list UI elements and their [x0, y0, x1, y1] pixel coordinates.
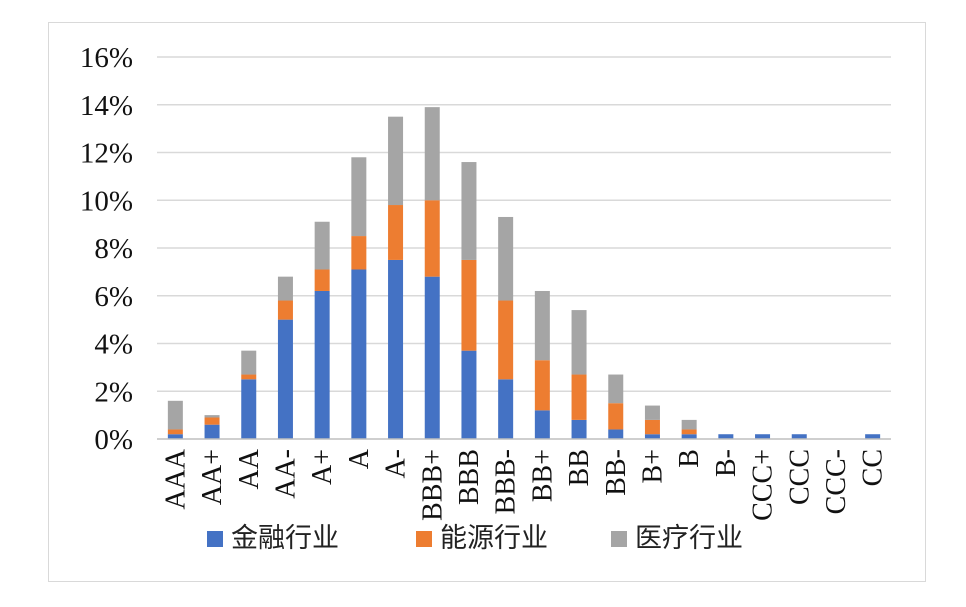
- bar-segment: [424, 276, 440, 439]
- x-category-label: B+: [637, 449, 668, 483]
- x-category-label: AA-: [270, 449, 301, 499]
- bar-segment: [644, 434, 660, 439]
- bar-segment: [204, 415, 220, 418]
- bar-segment: [424, 200, 440, 277]
- bar-segment: [571, 374, 587, 420]
- bar-segment: [644, 405, 660, 420]
- x-category-label: BBB-: [491, 449, 522, 514]
- x-category-label: AA: [234, 448, 265, 489]
- bar-segment: [351, 157, 367, 237]
- bar-segment: [167, 400, 183, 430]
- bar-segment: [167, 429, 183, 435]
- stacked-bar-chart: 0%2%4%6%8%10%12%14%16% AAA AA+ AA AA- A+ A A- B…: [80, 42, 891, 554]
- y-tick-label: 0%: [94, 424, 133, 456]
- bar-segment: [314, 290, 330, 439]
- gridlines: [157, 56, 891, 392]
- y-tick-label: 6%: [94, 281, 133, 313]
- bar-segment: [718, 434, 734, 439]
- y-axis-ticks: 0% 2% 4% 6% 8% 10% 12% 14% 16%: [80, 42, 133, 456]
- legend-swatch: [207, 531, 223, 547]
- bar-segment: [314, 269, 330, 291]
- bar-segment: [424, 107, 440, 201]
- bar-segment: [277, 276, 293, 301]
- y-tick-label: 8%: [94, 233, 133, 265]
- bar-segment: [865, 434, 881, 439]
- x-axis-categories: AAA AA+ AA AA- A+ A A- BBB+ BBB BBB- BB+ BB BB- B+ B B-…: [160, 448, 888, 521]
- bar-segment: [204, 417, 220, 425]
- bar-segment: [461, 350, 477, 439]
- x-category-label: BBB: [454, 449, 485, 505]
- legend-label: 能源行业: [440, 523, 548, 554]
- x-category-label: AA+: [197, 449, 228, 505]
- y-tick-label: 16%: [80, 42, 133, 74]
- y-tick-label: 10%: [80, 185, 133, 217]
- bar-segment: [608, 403, 624, 430]
- y-tick-label: 14%: [80, 90, 133, 122]
- x-category-label: A-: [381, 449, 412, 479]
- x-category-label: CCC-: [821, 449, 852, 514]
- x-category-label: B: [674, 449, 705, 468]
- legend-label: 金融行业: [231, 523, 339, 554]
- x-category-label: BBB+: [417, 449, 448, 521]
- x-category-label: CC: [858, 449, 889, 486]
- bar-segment: [498, 300, 514, 380]
- bar-segment: [241, 379, 257, 439]
- y-tick-label: 4%: [94, 329, 133, 361]
- x-category-label: A: [344, 448, 375, 469]
- x-category-label: BB+: [527, 449, 558, 502]
- legend-swatch: [611, 531, 627, 547]
- legend-swatch: [416, 531, 432, 547]
- bar-segment: [314, 221, 330, 270]
- bars: [167, 107, 881, 439]
- x-category-label: BB-: [601, 449, 632, 496]
- bar-segment: [461, 259, 477, 351]
- bar-segment: [204, 424, 220, 439]
- bar-segment: [351, 236, 367, 270]
- bar-segment: [571, 419, 587, 439]
- bar-segment: [498, 379, 514, 439]
- bar-segment: [681, 434, 697, 439]
- bar-segment: [241, 374, 257, 380]
- bar-segment: [608, 429, 624, 439]
- x-category-label: BB: [564, 449, 595, 486]
- bar-segment: [681, 429, 697, 435]
- legend: 金融行业 能源行业 医疗行业: [207, 523, 743, 554]
- chart-frame: 0% 2% 4% 6% 8% 10% 12% 14% 16% AAA AA+ AA AA- A+ A A- B…: [48, 22, 926, 582]
- bar-segment: [388, 116, 404, 206]
- y-tick-label: 12%: [80, 138, 133, 170]
- x-category-label: B-: [711, 449, 742, 477]
- bar-segment: [534, 290, 550, 361]
- bar-segment: [644, 419, 660, 435]
- bar-segment: [608, 374, 624, 404]
- bar-segment: [351, 269, 367, 439]
- x-category-label: AAA: [160, 448, 191, 509]
- bar-segment: [277, 300, 293, 320]
- bar-segment: [534, 360, 550, 411]
- bar-segment: [498, 216, 514, 301]
- x-category-label: A+: [307, 449, 338, 485]
- bar-segment: [791, 434, 807, 439]
- bar-segment: [277, 319, 293, 439]
- bar-segment: [571, 310, 587, 375]
- y-tick-label: 2%: [94, 376, 133, 408]
- x-category-label: CCC: [784, 449, 815, 505]
- bar-segment: [388, 259, 404, 439]
- bar-segment: [461, 162, 477, 260]
- x-category-label: CCC+: [748, 449, 779, 521]
- bar-segment: [534, 410, 550, 439]
- bar-segment: [388, 205, 404, 260]
- legend-label: 医疗行业: [635, 523, 743, 554]
- bar-segment: [755, 434, 771, 439]
- bar-segment: [167, 434, 183, 439]
- bar-segment: [681, 419, 697, 430]
- bar-segment: [241, 350, 257, 375]
